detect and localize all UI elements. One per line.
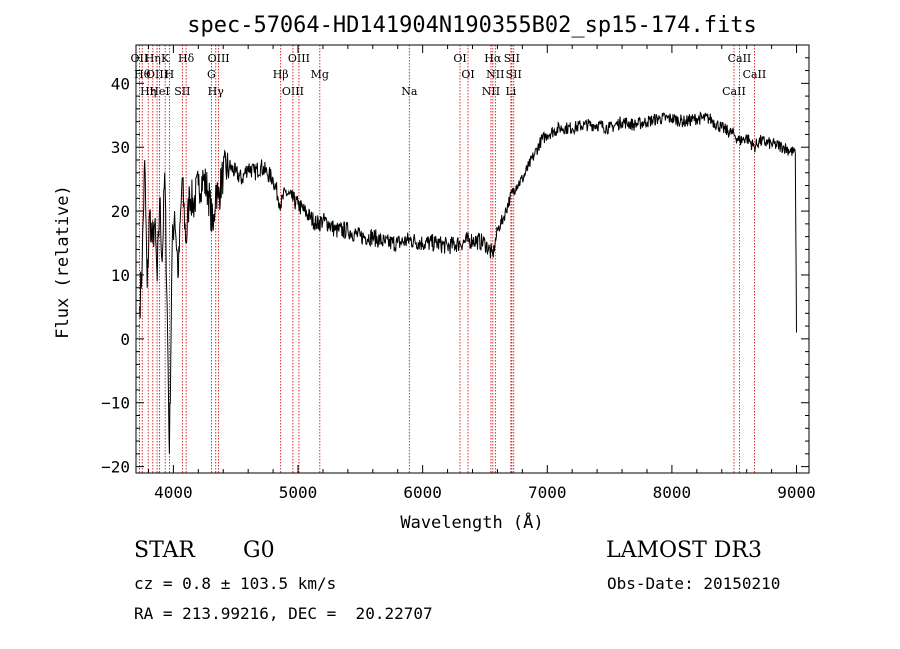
plot-frame	[135, 44, 810, 474]
line-label: G	[207, 68, 216, 81]
y-tick-label: −10	[101, 394, 130, 413]
object-class: STAR	[134, 538, 195, 563]
line-label: OIII	[146, 68, 168, 81]
line-label: Hα	[484, 52, 502, 65]
line-label: H	[165, 68, 175, 81]
survey-name: LAMOST DR3	[606, 538, 762, 563]
spectral-line-markers	[138, 45, 755, 473]
line-label: Li	[505, 85, 516, 98]
line-label: SII	[504, 52, 520, 65]
y-tick-label: 0	[120, 330, 130, 349]
line-label: NII	[482, 85, 500, 98]
line-label: SII	[174, 85, 190, 98]
line-label: CaII	[743, 68, 767, 81]
y-tick-label: 30	[111, 138, 130, 157]
line-label: OIII	[208, 52, 230, 65]
x-axis-label: Wavelength (Å)	[400, 511, 543, 533]
spectral-line-labels: OII Hθ Hη Hη OIII HeI KH SII Hδ G Hγ OIII Hβ OIII OIII…	[131, 52, 767, 98]
line-label: CaII	[722, 85, 746, 98]
line-label: Hβ	[273, 68, 289, 81]
y-tick-label: 10	[111, 266, 130, 285]
y-axis-ticks: −20 −10 0 10 20 30 40	[101, 57, 809, 477]
y-tick-label: 20	[111, 202, 130, 221]
coordinates-readout: RA = 213.99216, DEC = 20.22707	[134, 604, 433, 623]
x-axis-ticks: 4000 5000 6000 7000 8000 9000	[147, 45, 816, 502]
line-label: Hη	[145, 52, 161, 65]
line-label: OI	[461, 68, 474, 81]
chart-title: spec-57064-HD141904N190355B02_sp15-174.f…	[187, 13, 757, 38]
line-label: CaII	[728, 52, 752, 65]
x-tick-label: 5000	[279, 483, 318, 502]
line-label: Hδ	[178, 52, 195, 65]
x-tick-label: 6000	[403, 483, 442, 502]
x-tick-label: 9000	[777, 483, 816, 502]
line-label: OIII	[282, 85, 304, 98]
observation-date: Obs-Date: 20150210	[607, 574, 781, 593]
y-tick-label: 40	[111, 74, 130, 93]
line-label: HeI	[149, 85, 169, 98]
y-axis-label: Flux (relative)	[53, 185, 73, 339]
y-tick-label: −20	[101, 458, 130, 477]
line-label: OI	[453, 52, 466, 65]
spectrum-line	[139, 111, 797, 454]
line-label: Hθ	[134, 68, 151, 81]
line-label: K	[161, 52, 170, 65]
line-label: NII	[486, 68, 504, 81]
x-tick-label: 8000	[653, 483, 692, 502]
line-label: SII	[506, 68, 522, 81]
line-label: OII	[131, 52, 149, 65]
x-tick-label: 4000	[154, 483, 193, 502]
line-label: OIII	[288, 52, 310, 65]
object-subclass: G0	[243, 538, 275, 563]
line-label: Hη	[140, 85, 156, 98]
line-label: Mg	[311, 68, 329, 81]
line-label: Na	[401, 85, 418, 98]
redshift-readout: cz = 0.8 ± 103.5 km/s	[134, 574, 337, 593]
x-tick-label: 7000	[528, 483, 567, 502]
line-label: Hγ	[208, 85, 225, 98]
